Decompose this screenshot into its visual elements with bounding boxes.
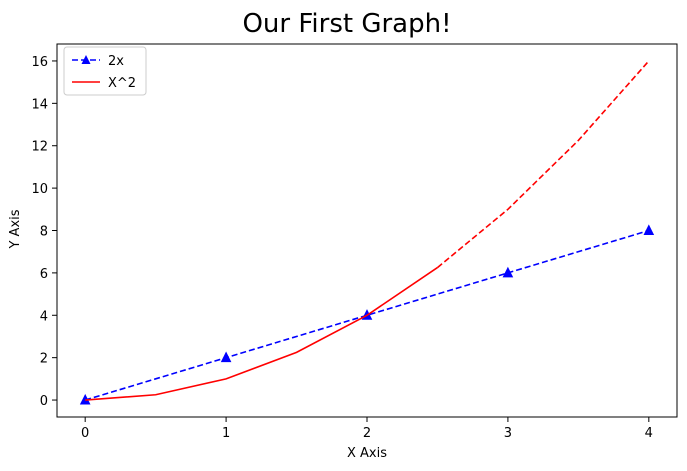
y-tick-label: 14 [31,97,48,112]
series-line-1 [84,229,650,401]
data-point-marker [643,224,655,235]
legend-label: 2x [108,54,124,69]
x-tick-label: 3 [504,426,512,441]
y-tick-label: 6 [40,267,48,282]
x-tick-label: 0 [81,426,89,441]
x-tick-label: 4 [645,426,653,441]
y-tick-label: 16 [31,55,48,70]
data-point-marker [220,351,232,363]
y-tick-label: 2 [40,352,48,367]
y-axis-label: Y Axis [8,209,23,249]
y-tick-label: 0 [40,394,48,409]
y-tick-label: 10 [31,182,48,197]
plot-frame [56,43,678,418]
x-axis-label: X Axis [347,446,387,461]
series-line-2 [85,266,438,401]
y-tick-label: 12 [31,140,48,155]
data-point-marker [502,266,514,278]
x-tick-label: 1 [222,426,230,441]
chart-title: Our First Graph! [242,9,451,39]
series-line-3 [436,60,650,269]
y-tick-label: 4 [40,309,48,324]
x-tick-label: 2 [363,426,371,441]
legend-marker [81,55,91,64]
y-tick-label: 8 [40,225,48,240]
legend-label: X^2 [108,76,136,91]
